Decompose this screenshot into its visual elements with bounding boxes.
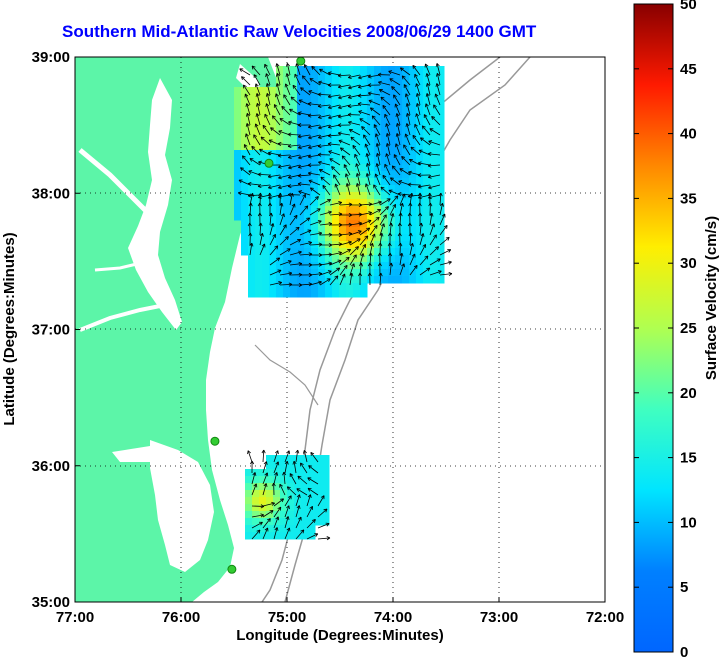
albemarle-sound xyxy=(112,446,170,462)
colorbar-tick-label: 10 xyxy=(680,514,697,531)
x-tick-label: 73:00 xyxy=(480,609,518,626)
colorbar-ticks: 0 5 10 15 20 25 30 35 40 45 50 xyxy=(634,0,697,659)
colorbar-tick-label: 15 xyxy=(680,450,697,467)
york-river xyxy=(94,260,146,272)
y-tick-label: 36:00 xyxy=(32,458,70,475)
x-tick-label: 77:00 xyxy=(56,609,94,626)
chesapeake-bay xyxy=(128,78,182,330)
colorbar-tick-label: 20 xyxy=(680,385,697,402)
x-tick-label: 72:00 xyxy=(586,609,624,626)
stations xyxy=(210,56,306,574)
colorbar xyxy=(633,3,674,653)
y-axis-label: Latitude (Degrees:Minutes) xyxy=(1,232,18,425)
y-tick-label: 39:00 xyxy=(32,49,70,66)
station-marker xyxy=(296,56,306,66)
potomac-river xyxy=(78,148,152,217)
x-tick-label: 75:00 xyxy=(268,609,306,626)
colorbar-tick-label: 35 xyxy=(680,190,697,207)
x-tick-label: 74:00 xyxy=(374,609,412,626)
colorbar-tick-label: 25 xyxy=(680,320,697,337)
y-axis-ticks: 39:00 38:00 37:00 36:00 35:00 xyxy=(32,49,80,611)
colorbar-tick-label: 40 xyxy=(680,126,697,143)
station-marker xyxy=(264,158,274,168)
pamlico-sound xyxy=(150,440,214,572)
colorbar-tick-label: 5 xyxy=(680,579,688,596)
colorbar-tick-label: 50 xyxy=(680,0,697,13)
colorbar-tick-label: 45 xyxy=(680,61,697,78)
y-tick-label: 35:00 xyxy=(32,594,70,611)
y-tick-label: 38:00 xyxy=(32,185,70,202)
x-tick-label: 76:00 xyxy=(162,609,200,626)
bathymetry-contour xyxy=(254,344,319,406)
james-river xyxy=(79,303,166,332)
colorbar-label: Surface Velocity (cm/s) xyxy=(703,216,720,380)
station-marker xyxy=(210,436,220,446)
colorbar-tick-label: 30 xyxy=(680,255,697,272)
station-marker xyxy=(227,564,237,574)
velocity-field xyxy=(234,63,453,541)
y-tick-label: 37:00 xyxy=(32,322,70,339)
colorbar-tick-label: 0 xyxy=(680,644,688,659)
map-title: Southern Mid-Atlantic Raw Velocities 200… xyxy=(62,22,537,41)
x-axis-label: Longitude (Degrees:Minutes) xyxy=(236,627,444,644)
x-axis-ticks: 77:00 76:00 75:00 74:00 73:00 72:00 xyxy=(56,597,624,626)
